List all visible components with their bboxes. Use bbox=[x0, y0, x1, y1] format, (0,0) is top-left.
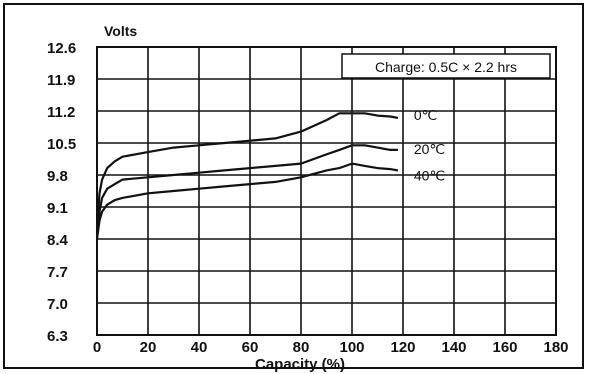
x-tick-label: 160 bbox=[492, 339, 517, 356]
x-axis-label: Capacity (%) bbox=[255, 356, 345, 373]
charge-annotation: Charge: 0.5C × 2.2 hrs bbox=[375, 59, 517, 75]
x-tick-label: 120 bbox=[390, 339, 415, 356]
chart-grid bbox=[96, 46, 557, 336]
labels-layer: 0 20 40 60 80 100 120 140 160 180 12.6 11.9 11.2 10.5… bbox=[47, 40, 569, 356]
x-tick-label: 20 bbox=[140, 339, 157, 356]
x-tick-label: 100 bbox=[339, 339, 364, 356]
y-tick-label: 9.1 bbox=[47, 200, 68, 217]
x-tick-label: 140 bbox=[441, 339, 466, 356]
y-tick-label: 9.8 bbox=[47, 168, 68, 185]
x-tick-label: 40 bbox=[191, 339, 208, 356]
series-label: 20℃ bbox=[414, 141, 445, 157]
x-tick-label: 60 bbox=[242, 339, 259, 356]
x-tick-label: 0 bbox=[93, 339, 101, 356]
y-tick-label: 8.4 bbox=[47, 232, 69, 249]
series-line bbox=[95, 144, 398, 235]
x-tick-label: 180 bbox=[543, 339, 568, 356]
series-label: 0℃ bbox=[414, 107, 438, 123]
y-tick-label: 7.0 bbox=[47, 296, 68, 313]
annotation-box bbox=[341, 53, 551, 79]
series-layer bbox=[95, 112, 399, 240]
y-tick-label: 11.2 bbox=[47, 104, 75, 121]
y-tick-label: 7.7 bbox=[47, 264, 68, 281]
plot-area-border bbox=[96, 46, 557, 336]
y-tick-label: 11.9 bbox=[47, 72, 75, 89]
series-label: 40℃ bbox=[414, 167, 445, 183]
x-tick-label: 80 bbox=[293, 339, 310, 356]
series-line bbox=[95, 162, 399, 240]
y-tick-label: 12.6 bbox=[47, 40, 76, 57]
y-tick-label: 10.5 bbox=[47, 136, 76, 153]
y-tick-label: 6.3 bbox=[47, 328, 68, 345]
series-line bbox=[95, 112, 399, 230]
y-axis-label: Volts bbox=[104, 23, 137, 39]
